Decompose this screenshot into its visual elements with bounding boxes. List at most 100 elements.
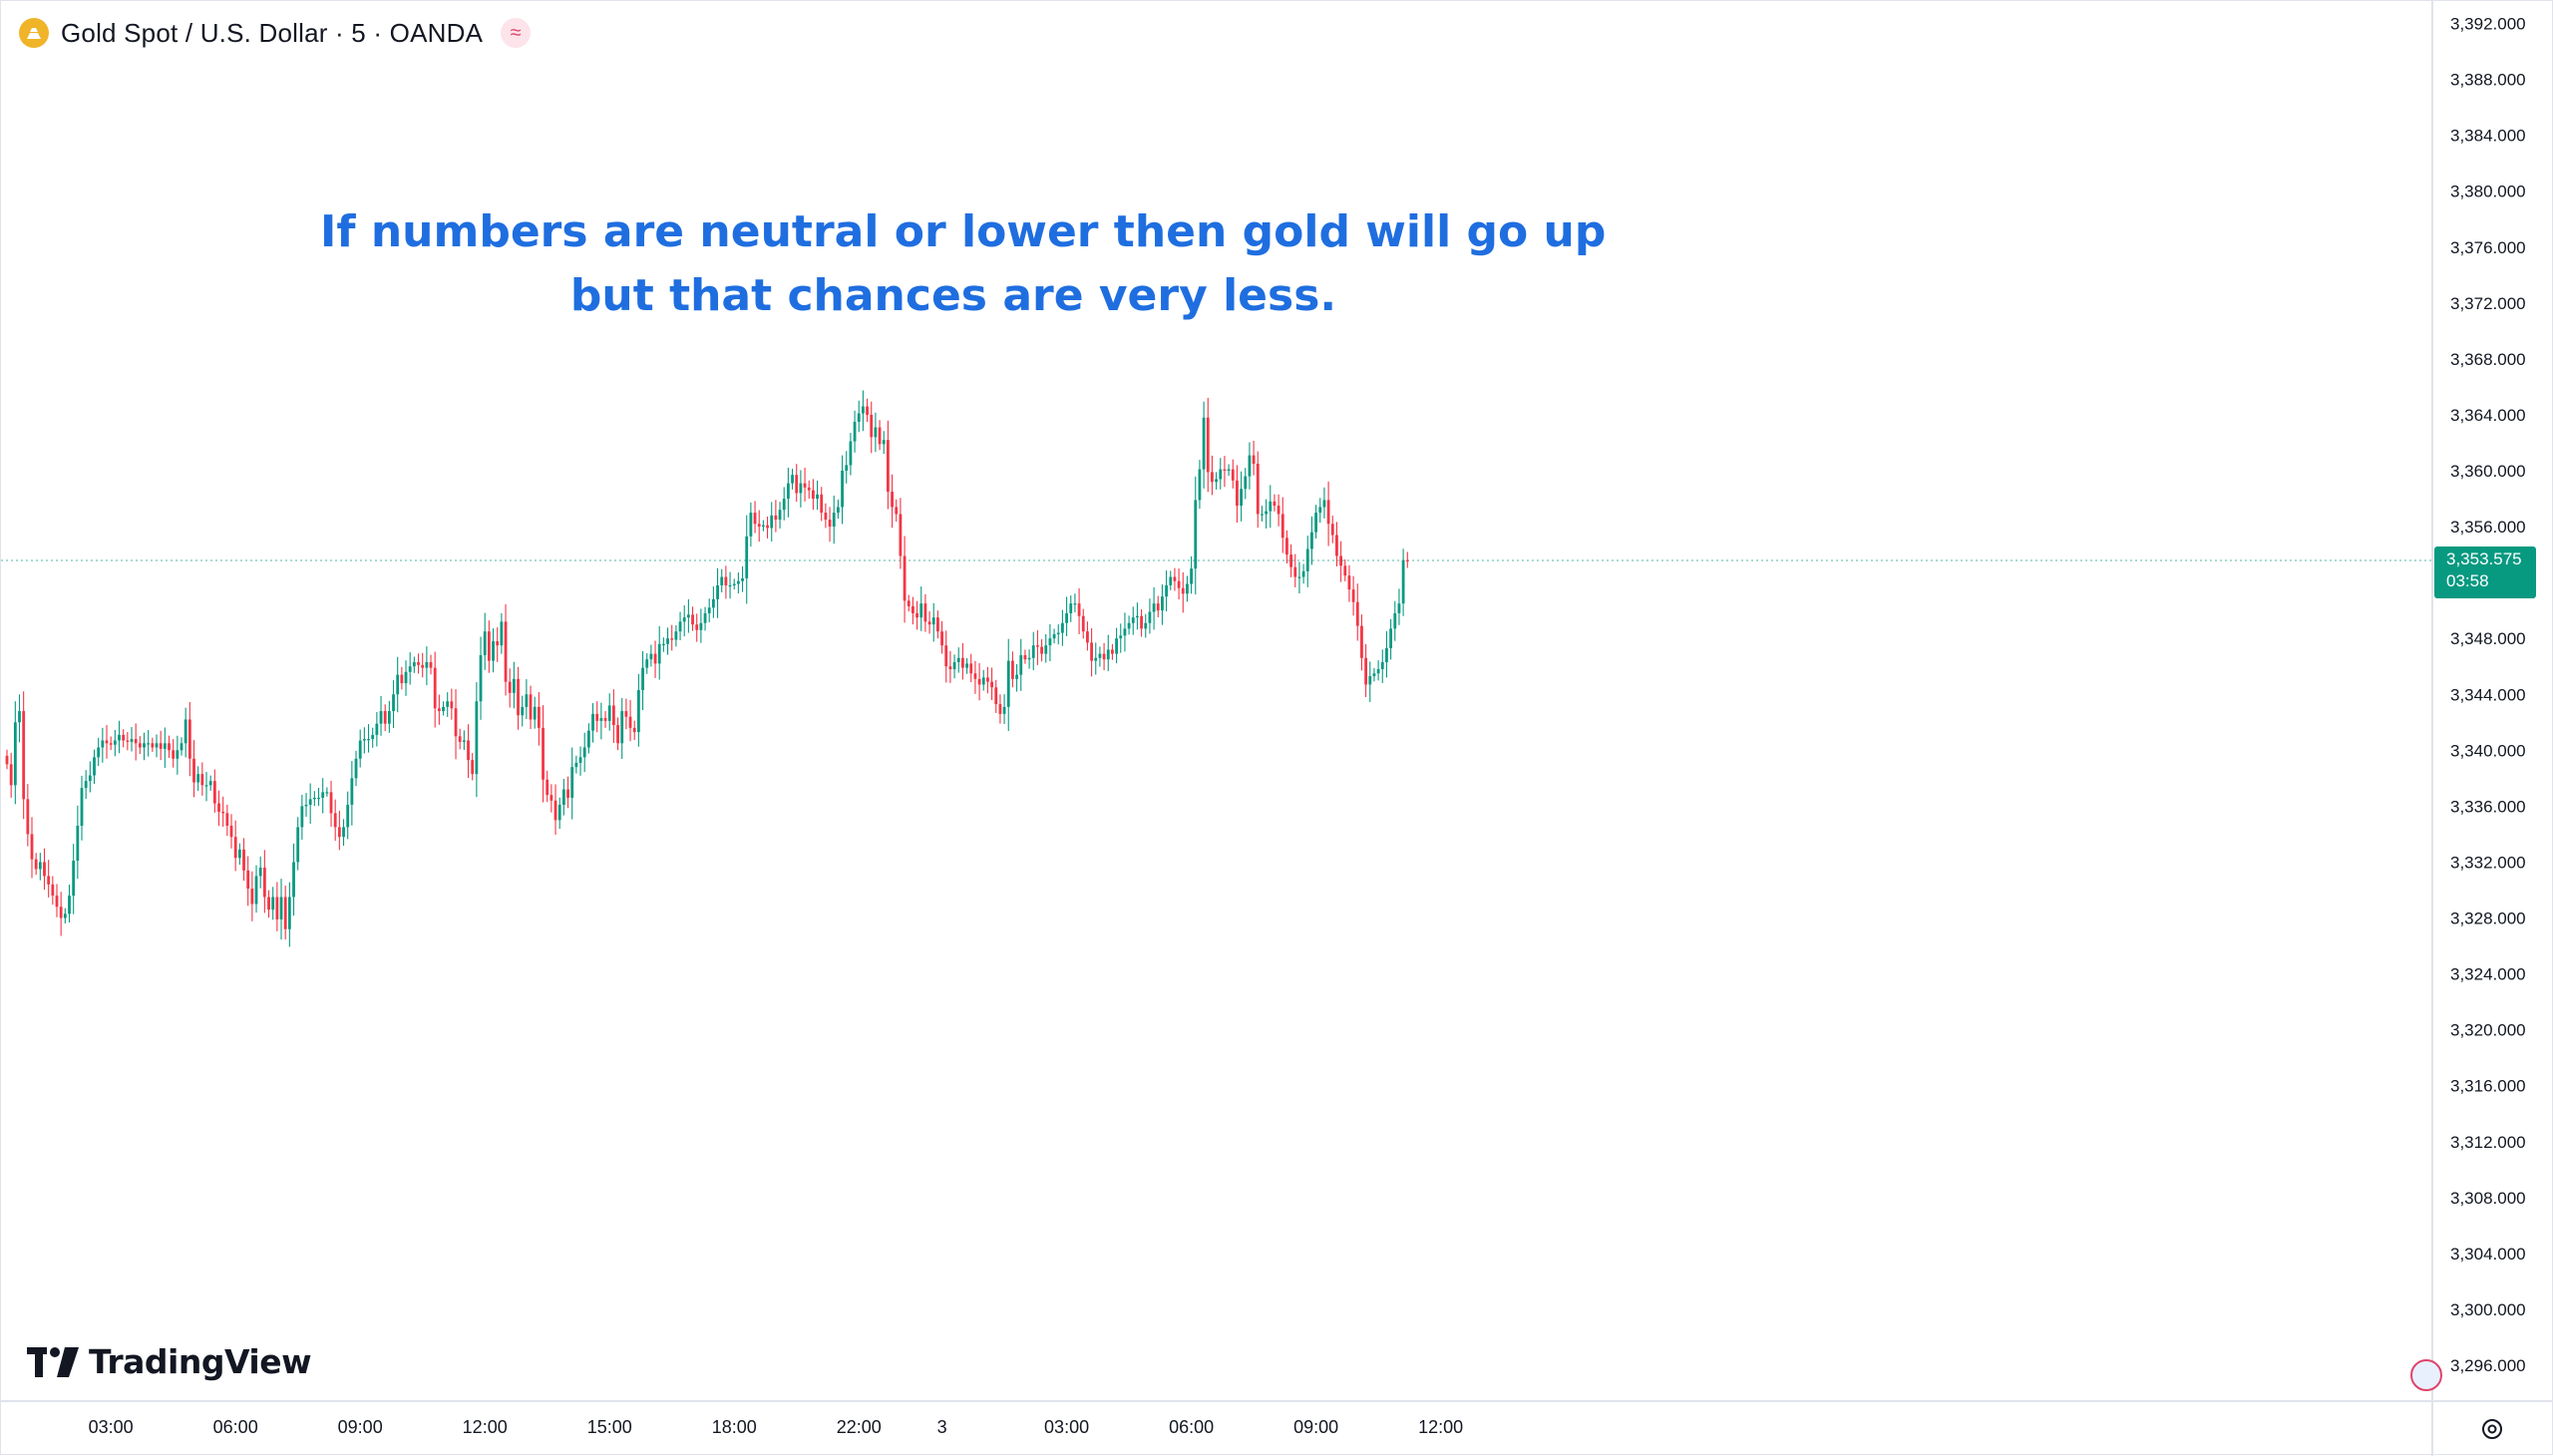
- candle-body[interactable]: [832, 513, 836, 528]
- candle-body[interactable]: [354, 758, 358, 779]
- candle-body[interactable]: [749, 513, 753, 537]
- candle-body[interactable]: [557, 804, 561, 821]
- candle-body[interactable]: [212, 781, 216, 804]
- candle-body[interactable]: [1140, 615, 1143, 629]
- candle-body[interactable]: [9, 764, 13, 786]
- candle-body[interactable]: [1169, 576, 1173, 585]
- candle-body[interactable]: [1094, 657, 1098, 661]
- candle-body[interactable]: [1368, 676, 1372, 685]
- candle-body[interactable]: [1305, 548, 1309, 571]
- candle-body[interactable]: [874, 427, 878, 438]
- candle-body[interactable]: [1165, 584, 1168, 597]
- candle-body[interactable]: [716, 584, 719, 599]
- candle-body[interactable]: [1202, 417, 1206, 470]
- candle-body[interactable]: [1389, 628, 1393, 648]
- candle-body[interactable]: [180, 743, 183, 751]
- candle-body[interactable]: [283, 897, 287, 929]
- candle-body[interactable]: [192, 758, 195, 783]
- candle-body[interactable]: [1011, 660, 1014, 679]
- candle-body[interactable]: [1276, 506, 1280, 515]
- candle-body[interactable]: [105, 740, 109, 744]
- candle-body[interactable]: [837, 507, 840, 514]
- candle-body[interactable]: [1256, 463, 1260, 515]
- candle-body[interactable]: [187, 719, 191, 759]
- candle-body[interactable]: [870, 414, 874, 438]
- candle-body[interactable]: [931, 617, 935, 625]
- time-axis[interactable]: 03:00 06:00 09:00 12:00 15:00 18:00 22:00 3 03:0…: [89, 1417, 1463, 1437]
- candle-body[interactable]: [1215, 479, 1218, 483]
- candle-body[interactable]: [475, 701, 479, 775]
- candle-body[interactable]: [686, 614, 690, 618]
- candle-body[interactable]: [1265, 511, 1269, 515]
- candle-body[interactable]: [80, 788, 84, 826]
- candle-body[interactable]: [176, 750, 180, 759]
- candle-body[interactable]: [1006, 660, 1010, 707]
- candle-body[interactable]: [1339, 555, 1343, 566]
- candle-body[interactable]: [55, 896, 59, 908]
- candle-body[interactable]: [682, 617, 686, 622]
- candle-body[interactable]: [1343, 565, 1347, 576]
- candle-body[interactable]: [221, 811, 225, 814]
- candle-body[interactable]: [113, 740, 117, 745]
- candle-body[interactable]: [225, 813, 229, 826]
- candle-body[interactable]: [994, 687, 998, 705]
- candle-body[interactable]: [93, 757, 96, 776]
- candle-body[interactable]: [795, 475, 799, 494]
- candle-body[interactable]: [1372, 673, 1376, 677]
- candle-body[interactable]: [312, 797, 316, 800]
- candle-body[interactable]: [561, 789, 565, 805]
- candle-body[interactable]: [217, 803, 220, 812]
- candle-body[interactable]: [196, 774, 200, 783]
- candle-body[interactable]: [367, 739, 370, 741]
- candle-body[interactable]: [147, 743, 151, 745]
- candle-body[interactable]: [101, 740, 105, 748]
- candle-body[interactable]: [820, 494, 824, 514]
- candle-body[interactable]: [1031, 645, 1035, 658]
- candle-body[interactable]: [969, 663, 973, 674]
- candle-body[interactable]: [649, 653, 653, 660]
- candle-body[interactable]: [479, 655, 483, 702]
- candle-body[interactable]: [521, 706, 525, 716]
- candle-body[interactable]: [487, 631, 491, 661]
- candle-body[interactable]: [1380, 662, 1384, 670]
- candle-body[interactable]: [371, 734, 375, 740]
- candle-body[interactable]: [88, 775, 92, 782]
- candle-body[interactable]: [163, 743, 167, 749]
- candle-body[interactable]: [866, 406, 869, 415]
- candle-body[interactable]: [379, 711, 383, 724]
- candle-body[interactable]: [899, 514, 903, 556]
- candle-body[interactable]: [1314, 513, 1318, 533]
- candle-body[interactable]: [915, 612, 918, 618]
- candle-body[interactable]: [674, 631, 678, 640]
- candle-body[interactable]: [699, 622, 703, 630]
- candle-body[interactable]: [258, 868, 262, 877]
- candle-body[interactable]: [172, 750, 176, 759]
- candle-body[interactable]: [1297, 576, 1301, 578]
- candle-body[interactable]: [496, 640, 500, 646]
- candle-body[interactable]: [233, 837, 237, 859]
- candle-body[interactable]: [632, 727, 636, 733]
- candle-body[interactable]: [304, 804, 308, 807]
- candle-body[interactable]: [1019, 655, 1023, 675]
- candle-body[interactable]: [1086, 631, 1089, 643]
- candle-body[interactable]: [34, 859, 38, 870]
- candle-body[interactable]: [956, 657, 960, 663]
- candle-body[interactable]: [774, 515, 778, 521]
- candle-body[interactable]: [1156, 603, 1160, 611]
- candle-body[interactable]: [678, 621, 682, 632]
- candle-body[interactable]: [404, 671, 408, 684]
- candle-body[interactable]: [1401, 559, 1405, 604]
- candle-body[interactable]: [13, 722, 17, 786]
- candle-body[interactable]: [208, 781, 212, 786]
- candle-body[interactable]: [337, 827, 341, 838]
- candle-body[interactable]: [1177, 580, 1181, 588]
- candle-body[interactable]: [566, 789, 569, 798]
- candle-body[interactable]: [599, 718, 603, 721]
- candle-body[interactable]: [1351, 589, 1355, 602]
- candle-body[interactable]: [122, 734, 126, 741]
- candle-body[interactable]: [1106, 649, 1110, 660]
- candle-body[interactable]: [383, 711, 387, 724]
- candle-body[interactable]: [1261, 514, 1264, 516]
- candle-body[interactable]: [707, 607, 711, 613]
